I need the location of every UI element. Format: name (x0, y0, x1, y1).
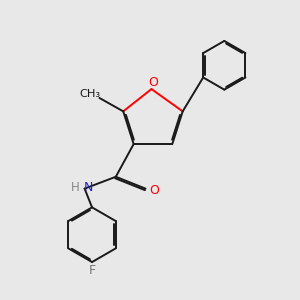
Text: F: F (88, 264, 96, 277)
Text: H: H (71, 181, 80, 194)
Text: CH₃: CH₃ (80, 89, 100, 99)
Text: N: N (83, 181, 93, 194)
Text: O: O (148, 76, 158, 89)
Text: O: O (149, 184, 159, 196)
